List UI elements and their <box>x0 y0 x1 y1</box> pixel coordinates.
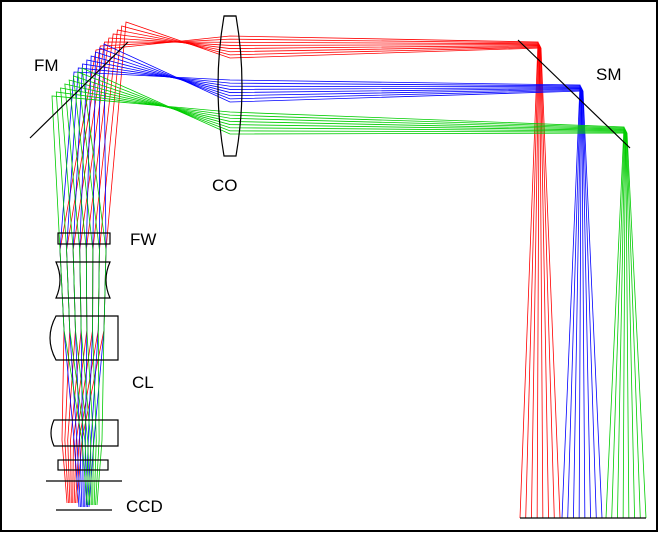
ray-line <box>85 51 591 519</box>
ccd-detector <box>46 480 122 511</box>
ray-line <box>77 71 641 519</box>
green-ray-bundle <box>51 67 647 519</box>
ray-line <box>81 67 647 519</box>
label-ccd: CCD <box>126 497 163 516</box>
ray-line <box>88 43 603 519</box>
ray-line <box>59 35 539 519</box>
label-co: CO <box>212 176 238 195</box>
filter-wheel <box>57 232 111 245</box>
collimating-objective-lens <box>217 15 243 157</box>
ray-line <box>64 83 626 519</box>
ray-line <box>68 79 630 519</box>
label-fm: FM <box>34 56 59 75</box>
camera-lens-group <box>49 261 119 471</box>
ray-line <box>60 87 626 519</box>
ray-line <box>72 33 544 519</box>
ray-line <box>75 25 555 519</box>
ray-line <box>64 38 539 519</box>
steering-mirror <box>517 39 631 149</box>
ray-line <box>70 37 540 519</box>
blue-ray-bundle <box>59 43 603 519</box>
ray-line <box>51 95 625 519</box>
ray-line <box>59 71 581 519</box>
ray-line <box>67 41 540 519</box>
ray-line <box>72 75 635 519</box>
label-sm: SM <box>596 65 622 84</box>
label-cl: CL <box>132 373 154 392</box>
label-fw: FW <box>130 230 156 249</box>
ray-line <box>66 67 581 519</box>
ray-line <box>55 91 625 519</box>
folding-mirror <box>29 41 129 139</box>
